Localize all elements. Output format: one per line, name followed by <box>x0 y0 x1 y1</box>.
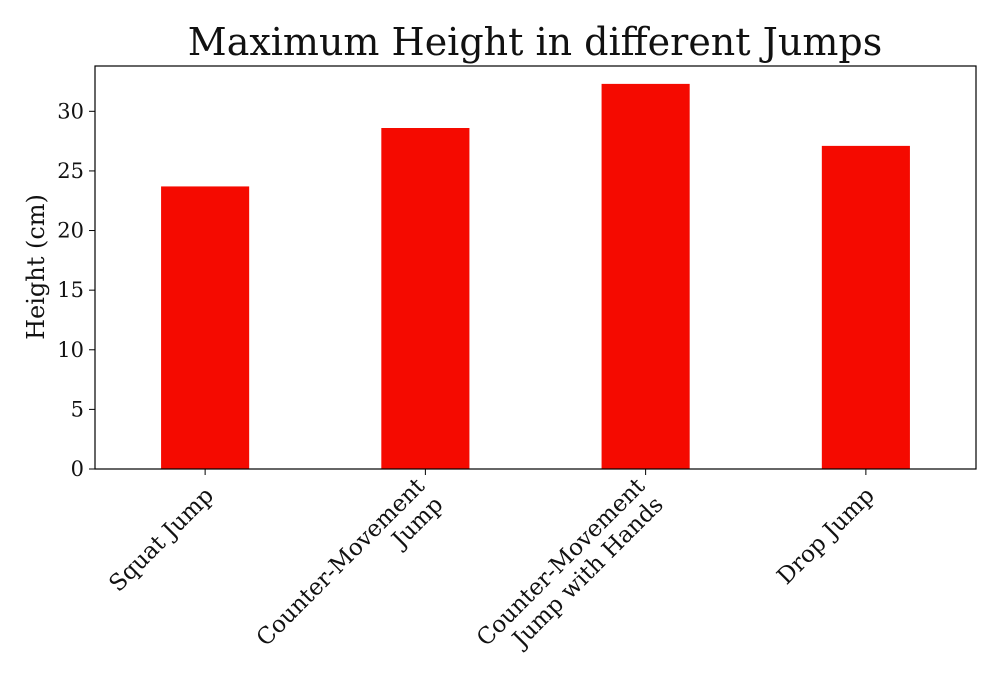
y-tick-label: 10 <box>57 338 84 362</box>
plot-frame <box>94 65 977 470</box>
y-tick-label: 0 <box>71 457 84 481</box>
bar <box>381 128 470 469</box>
x-tick-label: Squat Jump <box>104 483 219 598</box>
bar <box>601 83 690 469</box>
x-tick-label: Drop Jump <box>772 483 879 590</box>
y-tick-label: 30 <box>57 99 84 123</box>
bars-group <box>161 83 910 469</box>
bar <box>161 186 250 469</box>
x-tick-label: Counter-MovementJump with Hands <box>472 473 669 670</box>
chart-title: Maximum Height in different Jumps <box>188 20 882 64</box>
bar <box>821 145 910 469</box>
x-axis-ticks: Squat Jump Counter-MovementJump Counter-Mo… <box>104 469 880 670</box>
y-axis-label: Height (cm) <box>22 194 50 340</box>
y-axis-ticks: 0 5 10 15 20 25 30 <box>57 99 95 481</box>
y-tick-label: 5 <box>71 397 84 421</box>
y-tick-label: 15 <box>57 278 84 302</box>
x-tick-label: Counter-MovementJump <box>252 473 449 670</box>
y-tick-label: 20 <box>57 219 84 243</box>
y-tick-label: 25 <box>57 159 84 183</box>
